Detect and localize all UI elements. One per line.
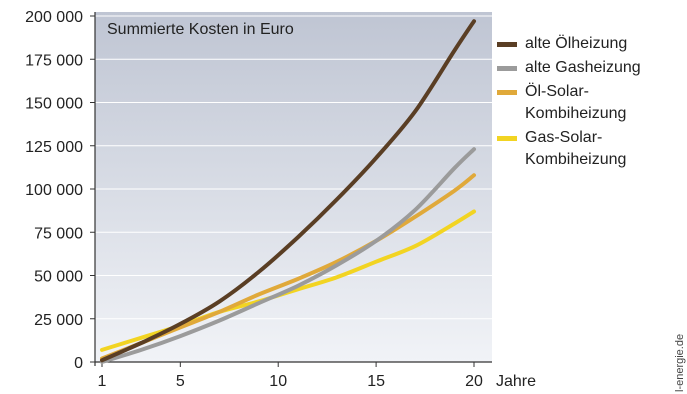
y-tick-label: 175 000 [25, 52, 83, 69]
legend-swatch [497, 136, 517, 141]
y-tick-label: 100 000 [25, 182, 83, 199]
chart-title: Summierte Kosten in Euro [107, 21, 294, 38]
legend-swatch [497, 90, 517, 95]
x-tick-label: 20 [465, 373, 483, 390]
legend-label: Gas-Solar-Kombiheizung [525, 129, 626, 168]
y-tick-label: 75 000 [34, 225, 83, 242]
legend-item-1: alte Ölheizung [497, 34, 627, 52]
y-axis-ticks: 0 25 000 50 000 75 000 100 000 125 000 150 000… [25, 9, 95, 372]
y-tick-label: 150 000 [25, 96, 83, 113]
x-axis-label: Jahre [496, 373, 536, 390]
legend-item-2: alte Gasheizung [497, 59, 641, 76]
legend-swatch [497, 42, 517, 47]
legend-label: alte Gasheizung [525, 59, 641, 76]
legend-item-3: Öl-Solar-Kombiheizung [497, 82, 626, 122]
legend: alte Ölheizung alte Gasheizung Öl-Solar-Ko… [497, 34, 641, 168]
y-tick-label: 125 000 [25, 139, 83, 156]
watermark-text: l-energie.de [674, 334, 686, 392]
legend-label: alte Ölheizung [525, 34, 627, 52]
y-tick-label: 0 [74, 355, 83, 372]
gridlines [95, 15, 492, 320]
legend-swatch [497, 66, 517, 71]
y-tick-label: 200 000 [25, 9, 83, 26]
legend-label: Öl-Solar-Kombiheizung [525, 82, 626, 122]
series-lines [100, 19, 476, 364]
plot-area [95, 12, 492, 362]
y-tick-label: 50 000 [34, 269, 83, 286]
x-tick-label: 15 [367, 373, 385, 390]
series-line-2 [100, 147, 476, 364]
x-tick-label: 5 [176, 373, 185, 390]
y-tick-label: 25 000 [34, 312, 83, 329]
x-tick-label: 1 [98, 373, 107, 390]
legend-item-4: Gas-Solar-Kombiheizung [497, 129, 626, 168]
series-line-1 [100, 19, 476, 363]
x-axis-ticks: 1 5 10 15 20 [98, 362, 483, 390]
x-tick-label: 10 [269, 373, 287, 390]
